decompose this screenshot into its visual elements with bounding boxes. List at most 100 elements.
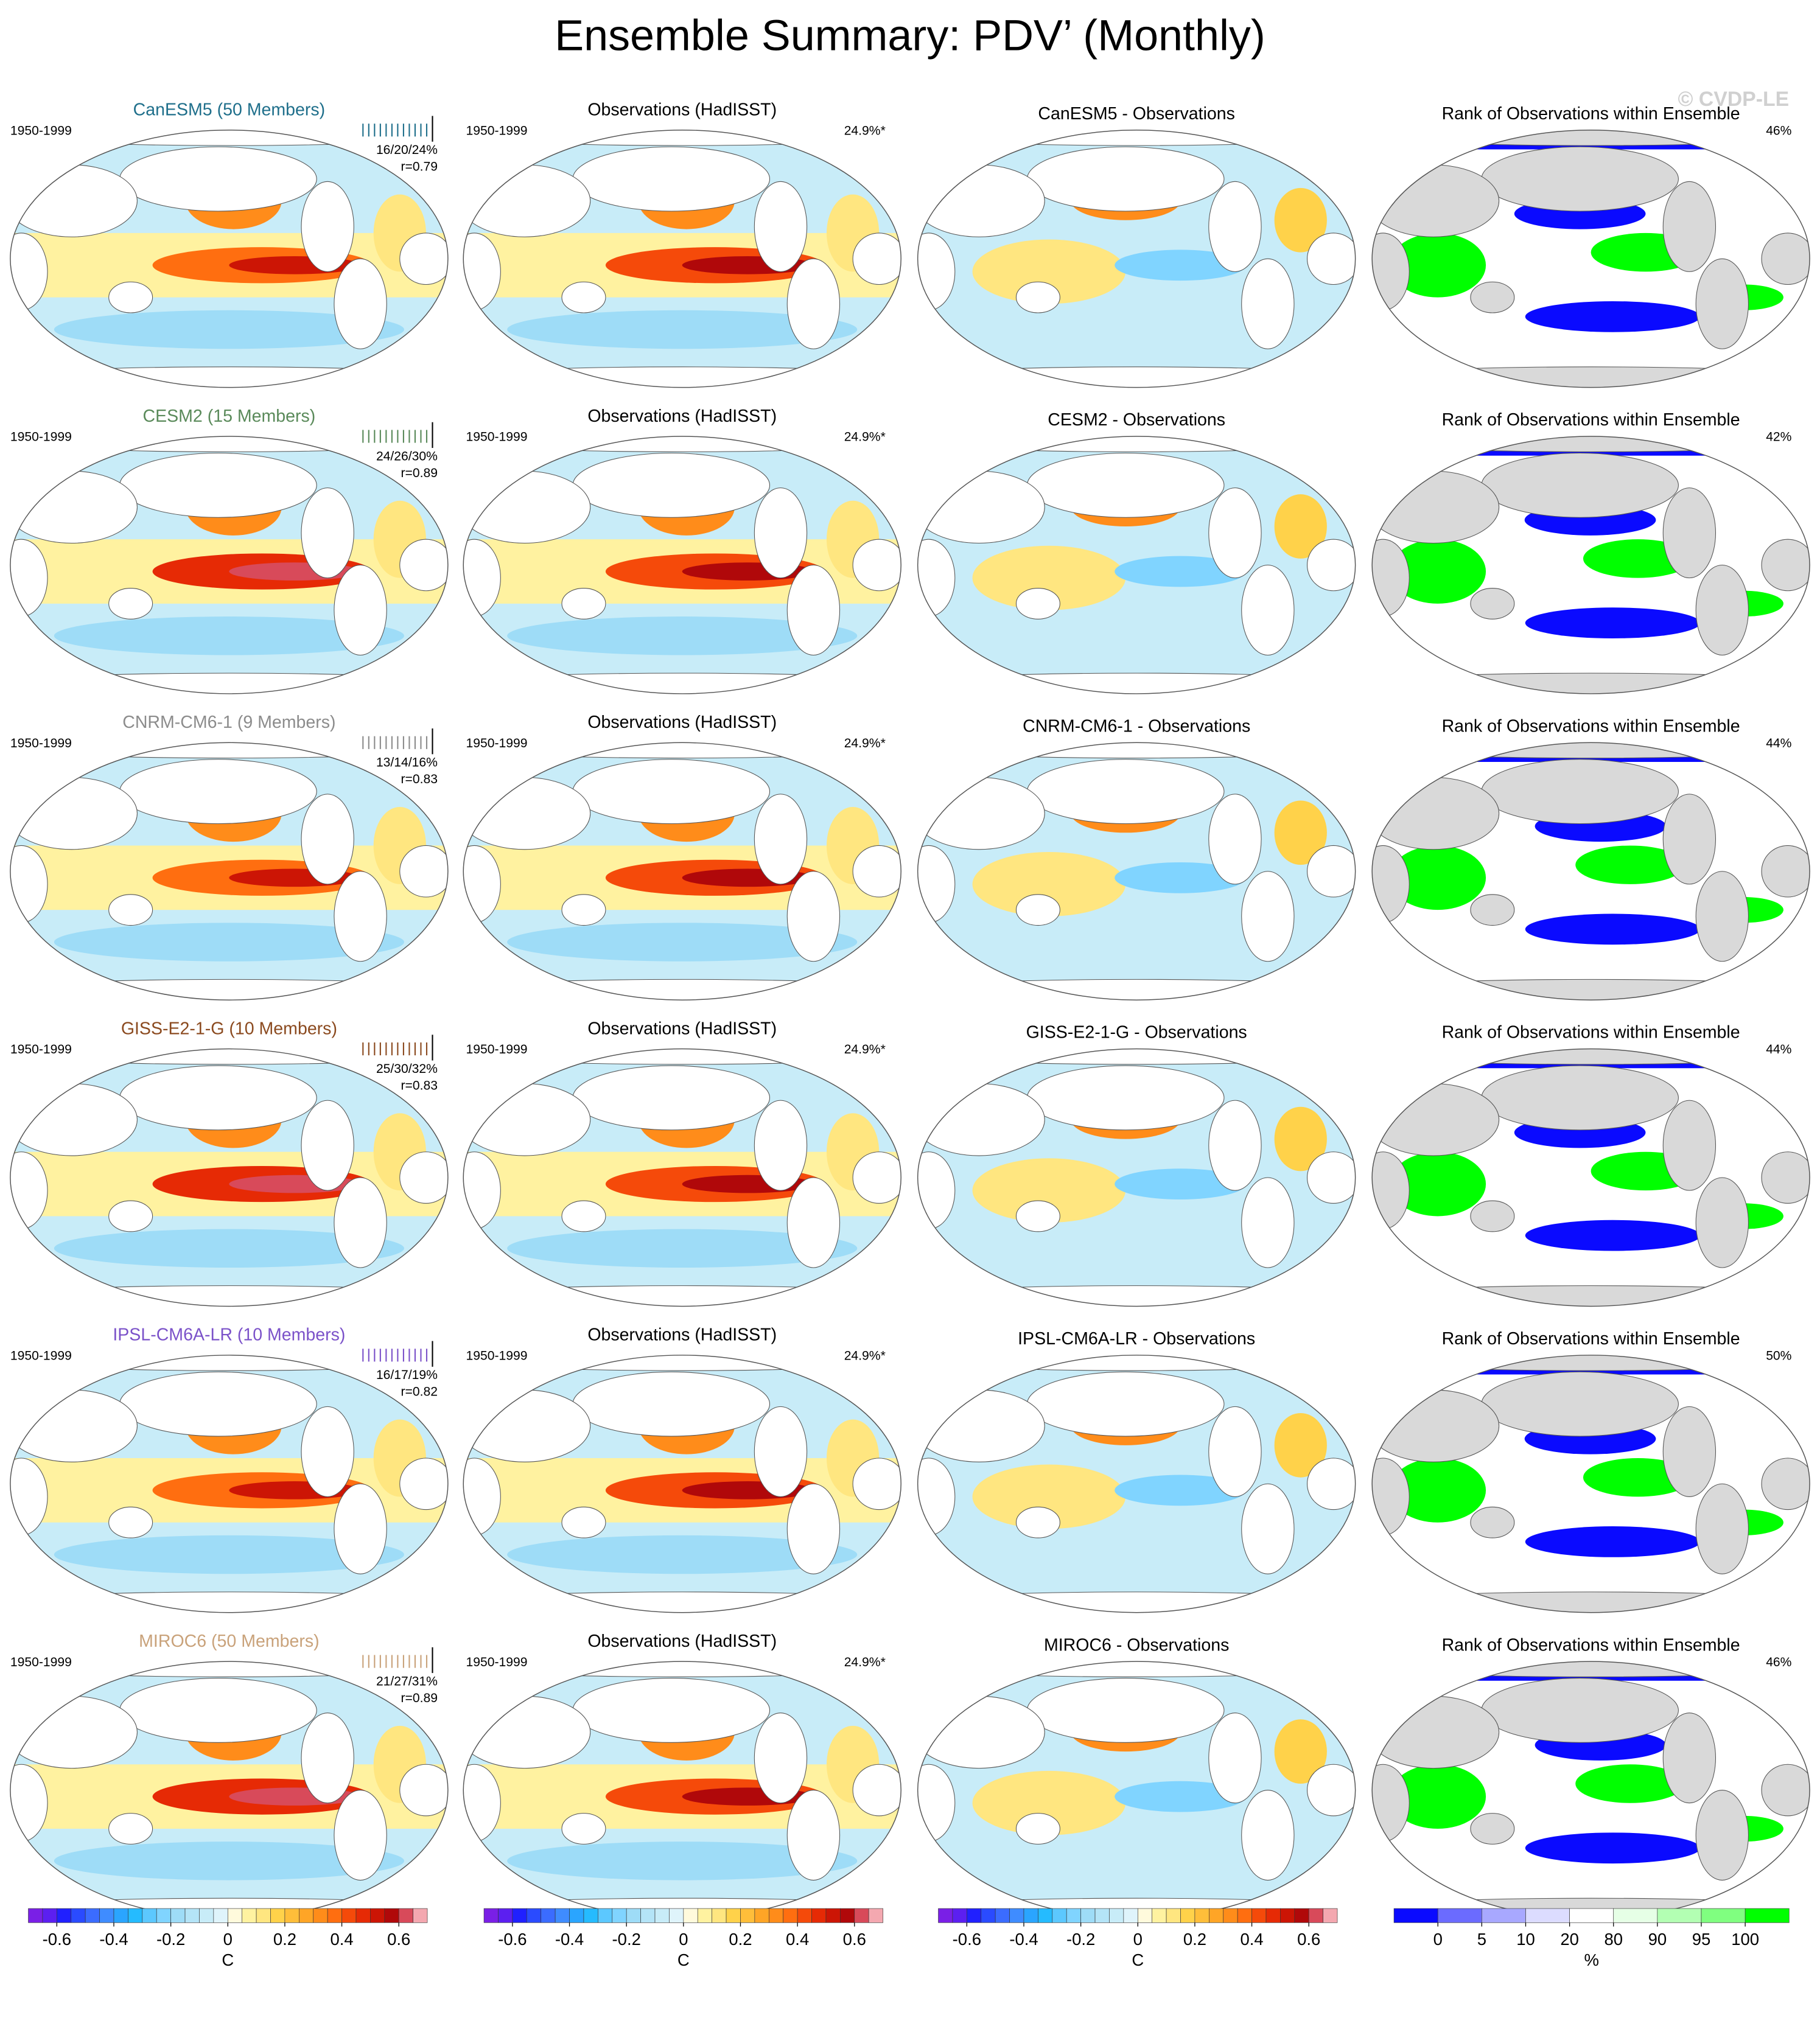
continent [119,1065,317,1131]
continent [1470,588,1515,620]
continent [399,845,448,898]
south-cool [507,923,858,962]
map [10,1661,448,1919]
continent [1208,1713,1262,1804]
map-outline [917,436,1356,694]
continent [1695,1177,1749,1268]
period: 1950-1999 [10,124,72,138]
obs-title: Observations (HadISST) [587,1632,777,1651]
continent [463,1591,901,1613]
colorbar-label: 0.4 [330,1930,353,1949]
continent [1470,1813,1515,1845]
diff-mild [972,1464,1126,1529]
colorbar-box [1152,1908,1167,1923]
colorbar-box [740,1908,755,1923]
colorbar-label: 0.4 [1240,1930,1263,1949]
colorbar-box [28,1908,43,1923]
period: 1950-1999 [10,1042,72,1056]
rank-high [1389,1151,1486,1217]
continent [917,1389,1045,1462]
map-outline [917,130,1356,388]
continent [399,1151,448,1204]
continent [917,1285,1356,1307]
map-outline [917,742,1356,1000]
continent [1372,1389,1500,1462]
obs-title: Observations (HadISST) [587,1325,777,1345]
continent [1695,258,1749,349]
continent [917,979,1356,1000]
continent [852,539,901,592]
diff-mild [972,852,1126,916]
colorbar-box [341,1908,357,1923]
colorbar-label: 0.2 [1183,1930,1206,1949]
rank-high [1389,1458,1486,1523]
colorbar-box [1308,1908,1323,1923]
south-cool [507,616,858,655]
continent [301,181,354,272]
obs-period: 1950-1999 [466,124,527,138]
continent [108,1813,153,1845]
colorbar-box [783,1908,798,1923]
rank-colorbar-label: 95 [1692,1930,1711,1949]
colorbar-box [669,1908,684,1923]
rank-low [1525,1526,1701,1557]
map [917,1355,1356,1613]
continent [1481,1371,1679,1437]
colorbar-box [398,1908,413,1923]
colorbar-box [825,1908,841,1923]
rank-colorbar-label: 20 [1560,1930,1579,1949]
colorbar-box [768,1908,784,1923]
continent [1470,1506,1515,1538]
south-cool [54,310,404,349]
continent [1208,1406,1262,1497]
diff-atl [1274,1719,1327,1784]
diff-atl [1274,1412,1327,1478]
colorbar-box [313,1908,328,1923]
period: 1950-1999 [10,1349,72,1363]
colorbar-box [1123,1908,1138,1923]
colorbar-box [598,1908,613,1923]
pattern-stats: 13/14/16% [376,756,438,770]
continent [1662,1100,1717,1191]
map [463,1661,901,1919]
continent [917,672,1356,694]
rank-colorbar-box [1482,1908,1526,1923]
colorbar-label: -0.2 [612,1930,641,1949]
obs-period: 1950-1999 [466,1042,527,1056]
map [463,436,901,694]
south-cool [507,1535,858,1574]
continent [1372,366,1810,388]
continent [754,1406,808,1497]
rank-colorbar-label: 10 [1516,1930,1535,1949]
colorbar-box [1023,1908,1038,1923]
colorbar-box [1009,1908,1024,1923]
diff-atl [1274,800,1327,865]
pattern-correlation: r=0.83 [401,1078,437,1092]
colorbar-box [213,1908,228,1923]
continent [917,164,1045,237]
map-outline [10,436,449,694]
colorbar-box [242,1908,257,1923]
continent [10,1083,138,1156]
map-outline [1371,742,1810,1000]
continent [301,1713,354,1804]
map [10,436,448,694]
continent [334,564,387,656]
colorbar-box [327,1908,342,1923]
continent [1015,588,1060,620]
map [10,1049,448,1307]
colorbar-unit: C [222,1950,234,1969]
rank-high [1389,539,1486,604]
continent [1026,452,1225,518]
continent [754,1713,808,1804]
continent [572,452,771,518]
diff-cool [1115,250,1246,281]
continent [10,366,448,388]
rank-high [1575,1764,1685,1803]
map [1372,1661,1810,1919]
rank-colorbar-box [1613,1908,1658,1923]
continent [301,1100,354,1191]
pattern-correlation: r=0.89 [401,466,437,480]
continent [917,1591,1356,1613]
